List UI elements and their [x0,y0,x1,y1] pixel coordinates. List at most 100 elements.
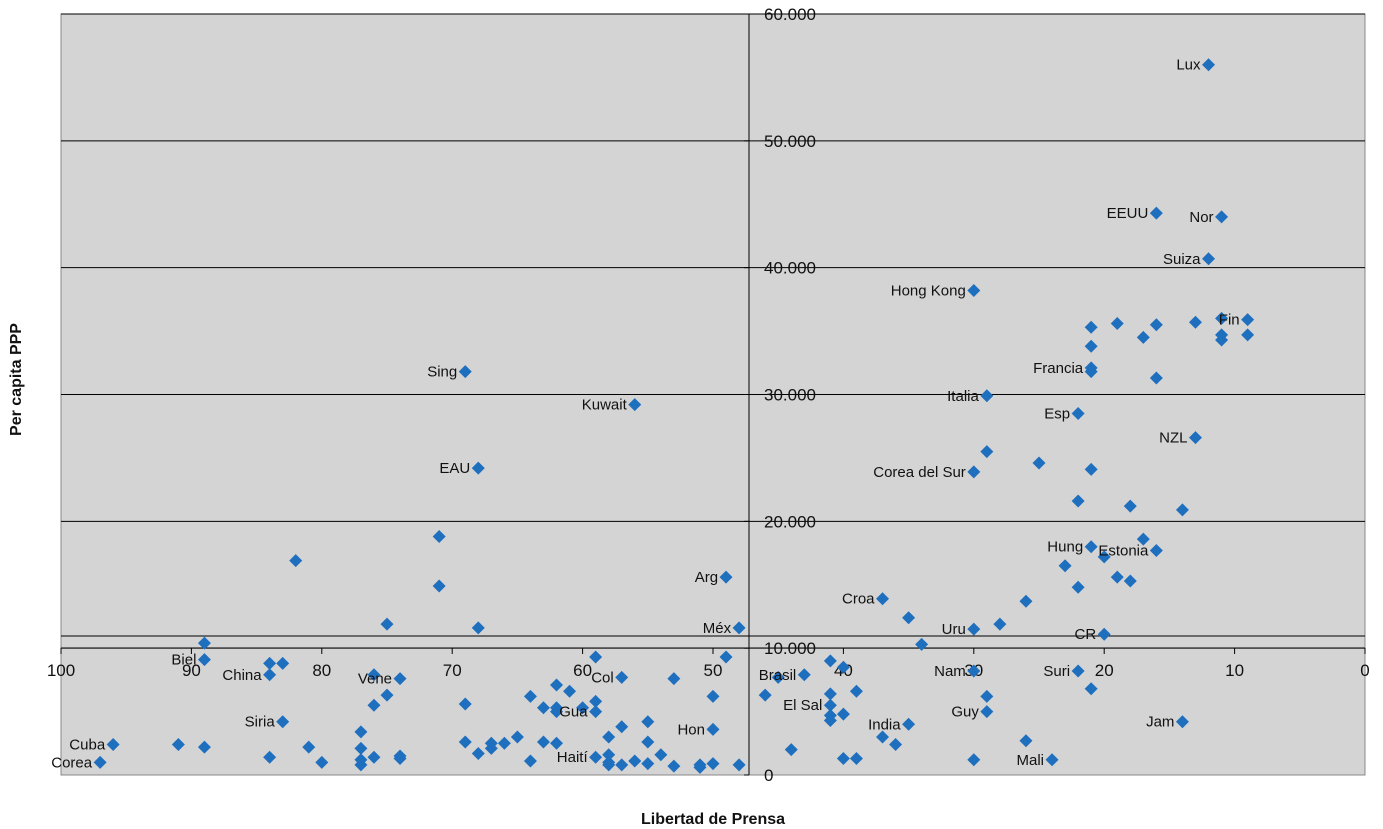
data-point [654,748,668,762]
data-point [563,684,577,698]
data-point [1136,330,1150,344]
data-point [1097,627,1111,641]
point-label: Col [591,669,614,686]
data-point [1097,550,1111,564]
point-label: Sing [427,364,457,381]
y-tick-labels: 0 10.000 20.000 30.000 40.000 50.000 60.000 [764,5,816,785]
data-point [915,637,929,651]
data-point [1071,580,1085,594]
data-point [458,365,472,379]
data-point [1058,559,1072,573]
data-point [367,698,381,712]
data-point [784,743,798,757]
point-label: Brasil [759,667,797,684]
data-point [719,650,733,664]
data-point [471,621,485,635]
point-label: Hon [677,721,705,738]
data-point [1241,313,1255,327]
data-point [628,398,642,412]
point-label: Italia [947,388,979,405]
data-point [1019,734,1033,748]
data-point [902,611,916,625]
data-point [889,738,903,752]
data-point [276,715,290,729]
data-point [458,697,472,711]
data-point [719,570,733,584]
data-point [315,755,329,769]
data-point [823,654,837,668]
point-label: Hung [1047,539,1083,556]
data-point [1110,316,1124,330]
data-point [902,717,916,731]
data-point [1071,664,1085,678]
point-label: Nor [1189,209,1213,226]
x-tick-labels: 1009080706050403020100 [47,661,1370,680]
point-label: CR [1075,626,1097,643]
point-label: Jam [1146,714,1174,731]
data-point [602,758,616,772]
point-label: India [868,716,901,733]
point-label: Croa [842,591,875,608]
data-point [289,554,303,568]
data-point [354,725,368,739]
data-point [849,684,863,698]
point-label: Fin [1219,312,1240,329]
point-label: Vene [358,671,392,688]
data-point [484,741,498,755]
data-point [967,465,981,479]
data-point [589,650,603,664]
data-point [263,668,277,682]
data-point [432,530,446,544]
y-tick-label: 30.000 [764,386,816,405]
x-tick-label: 90 [182,661,201,680]
data-point [967,622,981,636]
data-point [497,736,511,750]
data-point [1123,499,1137,513]
data-point [1123,574,1137,588]
data-point [367,668,381,682]
data-point [876,730,890,744]
data-point [1084,365,1098,379]
point-label: Guy [951,704,979,721]
data-point [171,738,185,752]
data-point [771,670,785,684]
data-point [967,664,981,678]
data-point [706,722,720,736]
data-point [471,461,485,475]
data-point [1175,715,1189,729]
data-point [615,670,629,684]
data-point [523,689,537,703]
point-label: EEUU [1107,205,1149,222]
data-point [1084,462,1098,476]
data-point [589,750,603,764]
x-tick-label: 70 [443,661,462,680]
data-point [354,741,368,755]
data-point [667,672,681,686]
data-point [1202,58,1216,72]
x-tick-label: 50 [704,661,723,680]
point-label: Esp [1044,406,1070,423]
data-point [1241,328,1255,342]
data-point [354,758,368,772]
y-tick-label: 50.000 [764,132,816,151]
point-label: NZL [1159,430,1187,447]
point-label: Mali [1017,752,1045,769]
point-label: Haití [557,749,589,766]
data-point [1188,315,1202,329]
data-point [1032,456,1046,470]
x-axis-title: Libertad de Prensa [641,811,785,828]
data-point [602,730,616,744]
data-point [1084,320,1098,334]
data-point [980,389,994,403]
point-label: Hong Kong [891,282,966,299]
point-label: Cuba [69,737,106,754]
data-point [471,746,485,760]
data-point [641,757,655,771]
data-point [641,715,655,729]
data-point [693,760,707,774]
data-point [432,579,446,593]
data-point [993,617,1007,631]
data-point [393,749,407,763]
point-label: Francia [1033,360,1084,377]
